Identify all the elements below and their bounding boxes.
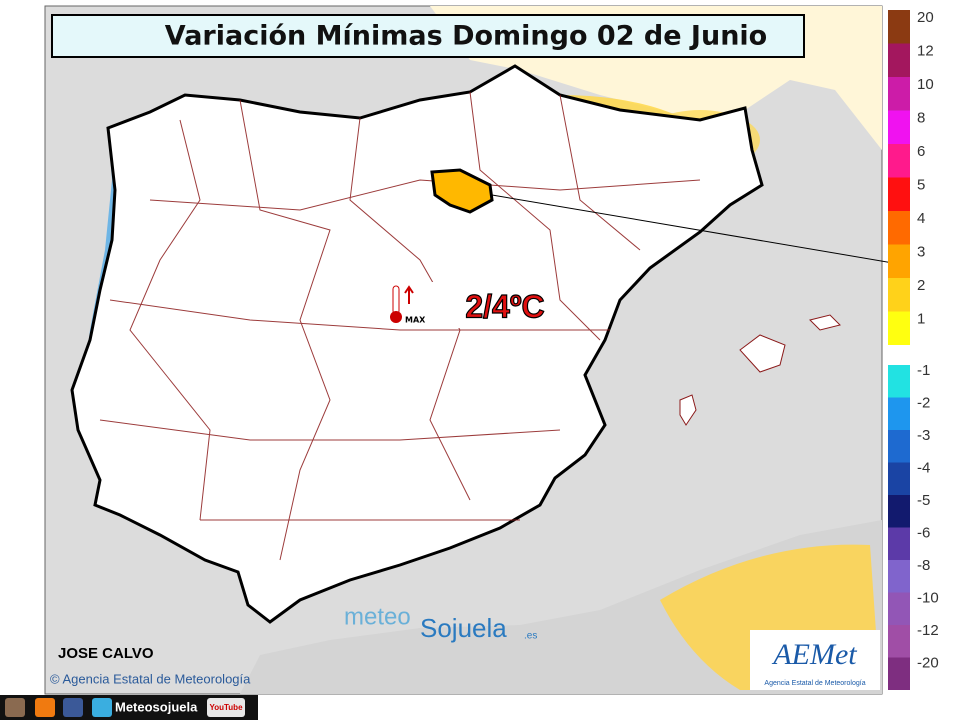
- footer-brand[interactable]: Meteosojuela: [115, 699, 198, 714]
- logo-box: [750, 630, 880, 690]
- legend-swatch: [888, 77, 910, 111]
- legend-swatch: [888, 560, 910, 593]
- legend-swatch: [888, 10, 910, 44]
- instagram-icon[interactable]: [5, 698, 25, 717]
- legend-swatch: [888, 278, 910, 312]
- legend-label: -12: [917, 622, 939, 639]
- legend-swatch: [888, 244, 910, 278]
- legend-label: 2: [917, 277, 925, 294]
- legend-label: -5: [917, 492, 930, 509]
- legend-swatch: [888, 592, 910, 625]
- legend-label: -6: [917, 524, 930, 541]
- watermark-meteo: meteo: [344, 603, 411, 630]
- legend-swatch: [888, 625, 910, 658]
- legend-label: 20: [917, 9, 934, 26]
- thermometer-bulb: [390, 311, 402, 323]
- facebook-icon[interactable]: [63, 698, 83, 717]
- annotation-box: [385, 282, 555, 328]
- legend-label: 1: [917, 310, 925, 327]
- menorca: [809, 314, 841, 331]
- logo-name: AEMet: [771, 638, 857, 671]
- legend-swatch: [888, 211, 910, 245]
- youtube-label[interactable]: YouTube: [209, 703, 243, 712]
- la-rioja: [430, 168, 494, 214]
- youtube-icon[interactable]: [207, 698, 245, 717]
- legend-swatch: [888, 657, 910, 690]
- legend-label: 6: [917, 143, 925, 160]
- legend-swatch: [888, 311, 910, 345]
- legend-swatch: [888, 430, 910, 463]
- legend-swatch: [888, 495, 910, 528]
- legend-label: -8: [917, 557, 930, 574]
- legend-swatch: [888, 365, 910, 398]
- legend-swatch: [888, 43, 910, 77]
- title: Variación Mínimas Domingo 02 de Junio: [165, 21, 767, 52]
- legend-label: 10: [917, 76, 934, 93]
- legend-swatch: [888, 527, 910, 560]
- legend-swatch: [888, 462, 910, 495]
- title-box: [51, 14, 805, 58]
- icon-label: MAX: [405, 316, 426, 325]
- blogger-icon[interactable]: [35, 698, 55, 717]
- legend-swatch: [888, 110, 910, 144]
- legend-swatch: [888, 177, 910, 211]
- legend-label: -3: [917, 427, 930, 444]
- legend-label: 8: [917, 109, 925, 126]
- copyright: © Agencia Estatal de Meteorología: [50, 671, 251, 686]
- thermometer: [392, 285, 400, 315]
- watermark-suffix: .es: [524, 631, 537, 642]
- pointer-line: [491, 194, 906, 266]
- twitter-icon[interactable]: [92, 698, 112, 717]
- legend-label: -4: [917, 459, 930, 476]
- legend-label: -1: [917, 362, 930, 379]
- legend-label: -2: [917, 394, 930, 411]
- up-arrow: [404, 285, 414, 304]
- color-legend: 20 12 10 8 6 5 4 3 2 1 -1 -2 -3 -4 -5 -6 -8 -10 -12 -20: [888, 9, 939, 690]
- legend-label: 3: [917, 243, 925, 260]
- legend-label: 12: [917, 42, 934, 59]
- author: JOSE CALVO: [58, 645, 154, 662]
- legend-label: 5: [917, 176, 925, 193]
- legend-label: 4: [917, 210, 925, 227]
- ibiza: [679, 394, 697, 426]
- annotation-value: 2/4ºC: [465, 288, 544, 324]
- legend-label: -10: [917, 589, 939, 606]
- logo-subtitle: Agencia Estatal de Meteorología: [764, 680, 865, 687]
- legend-swatch: [888, 397, 910, 430]
- legend-swatch: [888, 144, 910, 178]
- legend-label: -20: [917, 654, 939, 671]
- mallorca: [739, 334, 786, 373]
- watermark-sojuela: Sojuela: [420, 613, 507, 643]
